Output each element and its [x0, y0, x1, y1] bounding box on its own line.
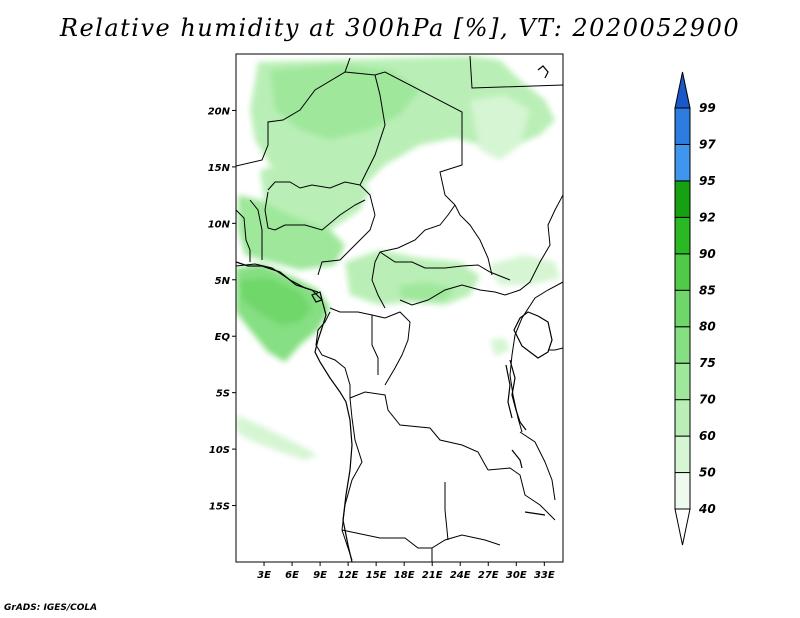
- coastlines: [236, 65, 553, 562]
- colorbar-segment: [674, 143, 691, 182]
- lon-tick-label: 12E: [338, 570, 359, 581]
- humidity-region-gulf-core: [240, 278, 312, 325]
- lon-tick-label: 15E: [366, 570, 387, 581]
- colorbar-level-label: 40: [698, 502, 716, 516]
- colorbar-level-label: 50: [699, 466, 716, 480]
- colorbar-level-label: 80: [699, 320, 716, 334]
- lat-tick-label: 5S: [216, 389, 230, 400]
- lat-tick-label: EQ: [215, 332, 231, 343]
- colorbar-level-label: 99: [699, 101, 716, 115]
- humidity-region-north-east-patch: [470, 95, 530, 160]
- lon-tick-label: 18E: [394, 570, 415, 581]
- lat-tick-label: 5N: [215, 276, 231, 287]
- colorbar-upper-triangle: [674, 71, 691, 109]
- colorbar-segment: [674, 253, 691, 291]
- lon-tick-label: 30E: [506, 570, 527, 581]
- colorbar-lower-triangle: [674, 508, 691, 546]
- humidity-region-small-patch: [490, 338, 510, 356]
- humidity-shading: [236, 56, 560, 460]
- colorbar-segment: [674, 216, 691, 255]
- colorbar-segment: [674, 362, 691, 401]
- colorbar-segment: [674, 180, 691, 218]
- latitude-axis: 20N 15N 10N 5N EQ 5S 10S 15S: [208, 106, 236, 513]
- lon-tick-label: 6E: [285, 570, 299, 581]
- colorbar-segment: [674, 289, 691, 328]
- colorbar-level-label: 95: [699, 174, 716, 188]
- colorbar-level-label: 97: [699, 137, 716, 151]
- lon-tick-label: 27E: [478, 570, 499, 581]
- humidity-region-eastern-patch: [488, 255, 560, 285]
- lon-tick-label: 33E: [534, 570, 555, 581]
- colorbar-segment: [674, 107, 691, 145]
- lon-tick-label: 9E: [313, 570, 327, 581]
- colorbar-segment: [674, 472, 691, 510]
- humidity-region-central-core: [400, 282, 455, 302]
- colorbar-level-label: 70: [699, 393, 716, 407]
- longitude-axis: 3E 6E 9E 12E 15E 18E 21E 24E 27E 30E 33E: [257, 562, 555, 581]
- humidity-region-northern-core: [270, 64, 420, 140]
- colorbar-level-label: 90: [699, 247, 716, 261]
- lat-tick-label: 15N: [208, 163, 231, 174]
- humidity-region-southern-streak: [236, 415, 318, 460]
- lat-tick-label: 20N: [208, 106, 231, 117]
- colorbar-segment: [674, 435, 691, 474]
- chart-title: Relative humidity at 300hPa [%], VT: 202…: [59, 14, 741, 42]
- plot-frame: [235, 53, 564, 563]
- colorbar-segment: [674, 326, 691, 364]
- colorbar-level-label: 92: [699, 210, 716, 224]
- colorbar-level-label: 85: [699, 283, 716, 297]
- colorbar-segment: [674, 399, 691, 437]
- colorbar-level-label: 75: [699, 356, 716, 370]
- lat-tick-label: 15S: [209, 502, 230, 513]
- lon-tick-label: 3E: [257, 570, 271, 581]
- humidity-region-west-coast: [238, 195, 345, 270]
- lat-tick-label: 10S: [209, 445, 230, 456]
- lon-tick-label: 24E: [450, 570, 471, 581]
- colorbar: 40 50 60 70 75 80 85 90 92 95 97 99: [674, 71, 716, 546]
- grads-credit: GrADS: IGES/COLA: [4, 603, 98, 613]
- lat-tick-label: 10N: [208, 219, 231, 230]
- country-boundaries: [236, 55, 563, 562]
- colorbar-level-label: 60: [699, 429, 716, 443]
- lon-tick-label: 21E: [422, 570, 443, 581]
